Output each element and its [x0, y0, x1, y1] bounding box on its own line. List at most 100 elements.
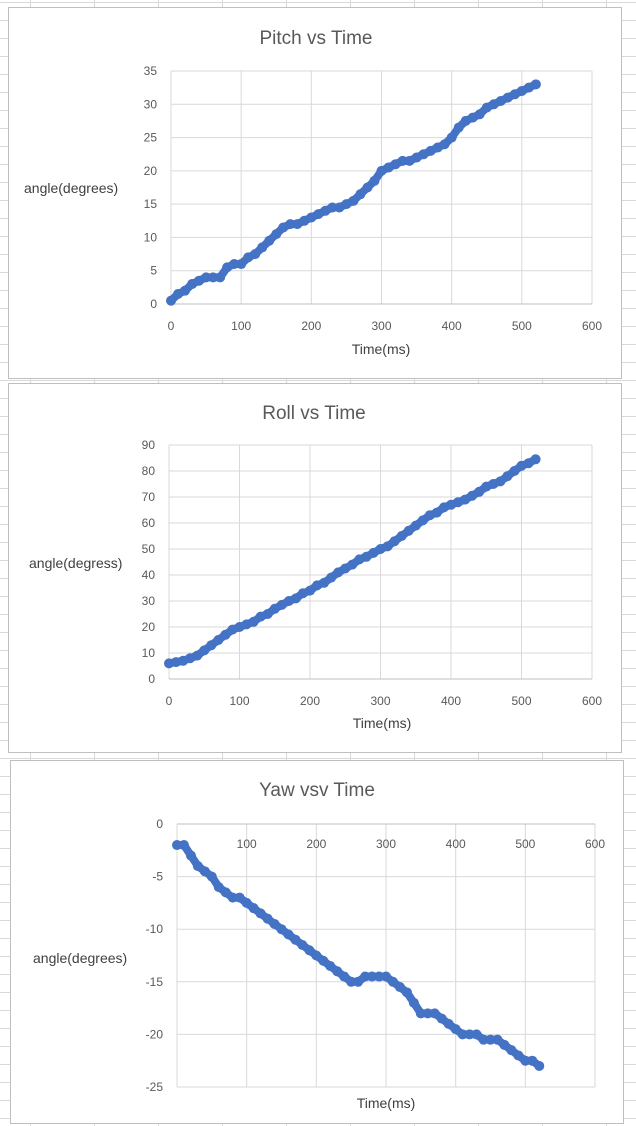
data-point [264, 235, 275, 246]
data-point [192, 861, 203, 872]
data-point [213, 882, 224, 893]
y-tick-label: 90 [142, 438, 156, 452]
data-point [199, 866, 210, 877]
data-point [382, 541, 393, 552]
y-tick-label: 20 [142, 620, 156, 634]
x-tick-label: 0 [166, 694, 173, 708]
data-point [262, 913, 273, 924]
data-point [381, 971, 391, 982]
data-point [369, 175, 380, 186]
y-tick-label: 80 [142, 464, 156, 478]
chart-title: Roll vs Time [262, 403, 365, 424]
y-tick-label: 70 [142, 490, 156, 504]
x-tick-label: 100 [231, 319, 251, 333]
y-tick-label: 40 [142, 568, 156, 582]
data-point [227, 892, 238, 903]
data-point [185, 850, 196, 861]
y-tick-label: -20 [146, 1027, 164, 1041]
data-point [234, 892, 245, 903]
y-tick-label: 5 [150, 264, 157, 278]
data-point [199, 645, 210, 656]
data-point [362, 182, 373, 193]
data-point [506, 1045, 517, 1056]
x-tick-label: 400 [442, 319, 462, 333]
y-tick-label: 25 [144, 131, 158, 145]
x-tick-label: 100 [237, 837, 257, 851]
x-tick-label: 600 [582, 319, 602, 333]
y-tick-label: 35 [144, 64, 158, 78]
x-tick-label: 400 [446, 837, 466, 851]
data-point [401, 987, 412, 998]
data-point [443, 1018, 454, 1029]
data-point [201, 272, 212, 283]
data-point [262, 609, 273, 619]
x-tick-label: 400 [441, 694, 461, 708]
data-point [403, 525, 414, 536]
data-point [250, 249, 261, 260]
data-point [410, 520, 421, 531]
data-point [206, 640, 217, 651]
chart-yaw: Yaw vsv Time Time(ms) angle(degrees) 0 -5… [10, 760, 624, 1124]
x-tick-label: 300 [376, 837, 396, 851]
data-point [215, 272, 226, 283]
data-point [220, 629, 231, 640]
gridlines [176, 823, 596, 1088]
data-point [478, 1034, 489, 1045]
x-tick-label: 500 [511, 694, 531, 708]
chart-pitch-svg: Pitch vs Time Time(ms) angle(degrees) 0 5… [24, 28, 602, 357]
y-tick-label: 10 [144, 230, 158, 244]
data-point [513, 1050, 524, 1061]
data-point [326, 572, 337, 583]
data-point [374, 971, 385, 982]
data-point [346, 976, 357, 987]
data-point [241, 897, 252, 908]
y-tick-label: 30 [144, 97, 158, 111]
data-point [271, 229, 282, 240]
chart-title: Pitch vs Time [260, 28, 373, 49]
data-point [495, 476, 506, 487]
data-point [417, 515, 428, 526]
data-point [213, 635, 224, 645]
data-point [397, 155, 408, 166]
data-point [276, 924, 287, 935]
data-point [304, 945, 315, 956]
data-point [474, 486, 485, 497]
y-axis-title: angle(degress) [29, 555, 122, 571]
data-point [394, 982, 405, 993]
data-point [178, 840, 189, 851]
data-point [347, 559, 358, 570]
data-point [429, 1008, 440, 1019]
y-tick-label: 60 [142, 516, 156, 530]
data-point [389, 536, 400, 547]
x-tick-label: 100 [229, 694, 249, 708]
data-point [220, 887, 231, 898]
data-point [172, 840, 182, 851]
x-tick-label: 300 [370, 694, 390, 708]
data-point [527, 1055, 538, 1066]
y-tick-label: -5 [152, 870, 163, 884]
y-axis-title: angle(degrees) [33, 950, 127, 966]
data-point [180, 285, 191, 296]
data-point [206, 871, 217, 882]
y-tick-label: 20 [144, 164, 158, 178]
x-tick-label: 200 [301, 319, 321, 333]
x-tick-label: 600 [585, 837, 605, 851]
data-point [236, 259, 247, 270]
data-point [446, 132, 457, 143]
x-tick-label: 0 [168, 319, 175, 333]
chart-roll-svg: Roll vs Time Time(ms) angle(degress) 0 10… [29, 403, 602, 731]
y-tick-label: 0 [150, 297, 157, 311]
y-tick-label: 10 [142, 646, 156, 660]
data-point [439, 139, 450, 150]
data-point [318, 955, 329, 966]
data-point [353, 976, 364, 987]
data-point [396, 531, 407, 541]
x-axis-title: Time(ms) [352, 341, 411, 357]
data-point [283, 929, 294, 940]
data-point [290, 934, 301, 945]
data-point [355, 189, 366, 200]
data-point [339, 971, 350, 982]
series-trail [173, 841, 544, 1070]
data-point [492, 1034, 503, 1045]
data-point [520, 1055, 531, 1066]
